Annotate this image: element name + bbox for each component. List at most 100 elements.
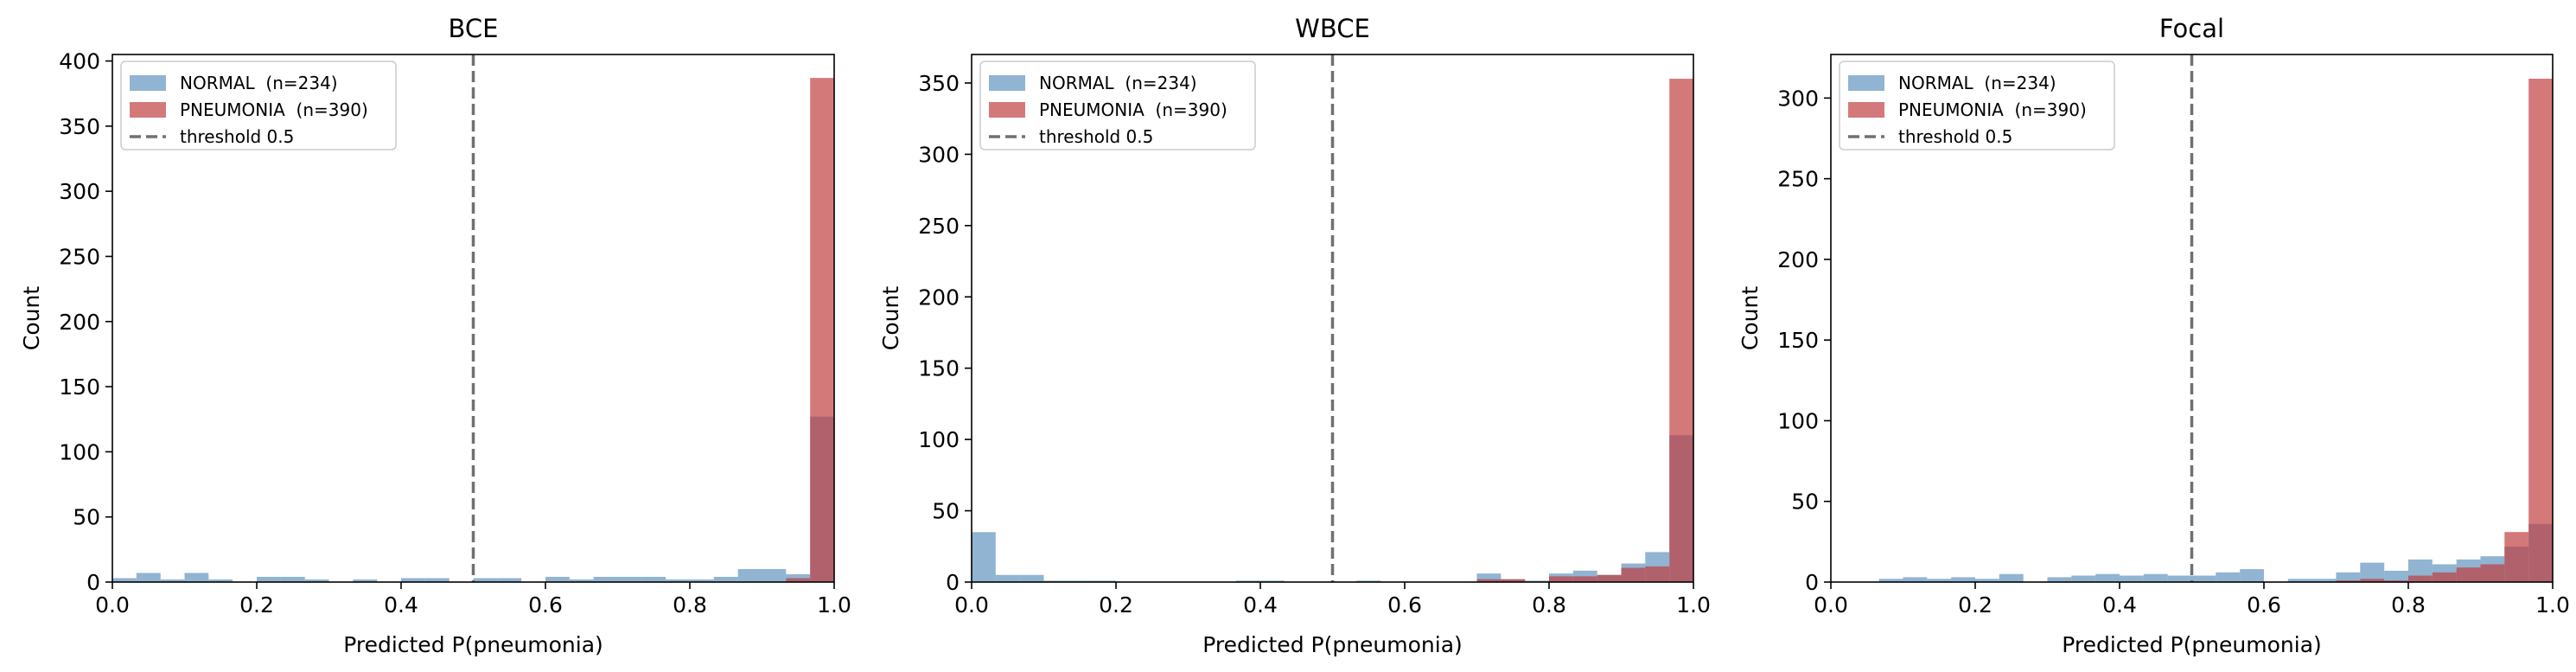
bar <box>2240 569 2264 582</box>
bar <box>473 578 498 582</box>
legend: NORMAL (n=234) PNEUMONIA (n=390) threshold… <box>1839 61 2115 150</box>
y-tick-label: 400 <box>59 49 100 74</box>
bar <box>972 532 996 582</box>
legend-box <box>120 61 397 150</box>
bar <box>1878 579 1903 582</box>
bar <box>1645 566 1670 582</box>
bar <box>257 576 281 582</box>
bar <box>2336 572 2361 582</box>
bar <box>401 578 425 582</box>
y-tick-label: 50 <box>73 505 100 530</box>
legend-label: NORMAL (n=234) <box>1039 73 1197 93</box>
x-tick-label: 0.0 <box>95 592 130 618</box>
y-tick-label: 150 <box>1777 328 1819 353</box>
y-axis-label: Count <box>1738 286 1763 350</box>
legend-swatch <box>130 102 166 118</box>
x-tick-label: 0.4 <box>384 592 418 618</box>
bar <box>810 78 834 583</box>
legend-swatch <box>989 75 1025 91</box>
chart-title: Focal <box>2159 14 2224 43</box>
bar <box>762 568 787 582</box>
bar <box>2071 575 2096 582</box>
legend-box <box>979 61 1256 150</box>
bar <box>2360 579 2385 582</box>
series-1 <box>2336 78 2553 583</box>
legend: NORMAL (n=234) PNEUMONIA (n=390) threshold… <box>979 61 1256 150</box>
x-tick-label: 0.2 <box>1958 592 1993 618</box>
bar <box>2384 570 2408 582</box>
bar <box>786 578 811 582</box>
y-tick-label: 150 <box>918 356 960 381</box>
y-axis-label: Count <box>878 286 903 350</box>
bar <box>1525 580 1549 582</box>
bar <box>2432 572 2457 582</box>
bar <box>2216 572 2241 582</box>
bar <box>497 578 522 582</box>
legend-box <box>1839 61 2115 150</box>
bar <box>593 576 618 582</box>
bar <box>641 576 666 582</box>
panel-0: 0.0 0.2 0.4 0.6 0.8 1.0 0 50 100 150 200 250 300 350 4… <box>19 14 851 657</box>
legend-swatch <box>989 102 1025 118</box>
bar <box>2504 532 2529 582</box>
legend-label: PNEUMONIA (n=390) <box>1039 99 1227 120</box>
bar <box>2336 580 2361 582</box>
legend-label: NORMAL (n=234) <box>1898 73 2056 93</box>
y-tick-label: 100 <box>59 439 100 464</box>
bar <box>786 573 811 582</box>
bar <box>713 576 738 582</box>
y-tick-label: 50 <box>1791 490 1819 515</box>
legend-label: PNEUMONIA (n=390) <box>180 99 368 120</box>
bar <box>1927 579 1952 582</box>
x-axis-label: Predicted P(pneumonia) <box>1202 632 1463 657</box>
legend-swatch <box>1848 75 1884 91</box>
axes-frame <box>971 54 1694 583</box>
bar <box>424 578 450 582</box>
x-tick-label: 1.0 <box>2535 592 2570 618</box>
bar <box>2287 579 2312 582</box>
x-tick-label: 0.6 <box>1387 592 1422 618</box>
x-tick-label: 0.8 <box>2391 592 2426 618</box>
y-tick-label: 150 <box>59 374 100 400</box>
bar <box>2528 78 2553 583</box>
bar <box>1951 577 1975 582</box>
y-tick-label: 50 <box>932 499 960 524</box>
legend: NORMAL (n=234) PNEUMONIA (n=390) threshold… <box>120 61 397 150</box>
x-tick-label: 0.0 <box>1814 592 1848 618</box>
y-tick-label: 0 <box>86 570 100 595</box>
x-tick-label: 0.8 <box>673 592 707 618</box>
axes-frame <box>1830 54 2554 583</box>
bar <box>353 579 378 582</box>
legend-label: threshold 0.5 <box>180 126 294 147</box>
bar <box>112 578 137 582</box>
x-tick-label: 0.6 <box>2247 592 2281 618</box>
y-tick-label: 300 <box>918 142 960 167</box>
y-tick-label: 350 <box>918 71 960 96</box>
bar <box>1019 574 1044 582</box>
x-tick-label: 1.0 <box>1676 592 1711 618</box>
x-tick-label: 0.4 <box>2102 592 2137 618</box>
bar <box>2143 573 2168 582</box>
bar <box>160 579 185 582</box>
bar <box>995 574 1020 582</box>
y-tick-label: 250 <box>918 214 960 239</box>
y-tick-label: 100 <box>1777 408 1819 433</box>
bar <box>1549 576 1573 582</box>
x-tick-label: 0.2 <box>239 592 274 618</box>
y-axis-label: Count <box>19 286 44 350</box>
legend-label: threshold 0.5 <box>1039 126 1153 147</box>
series-1 <box>786 78 834 583</box>
y-tick-label: 0 <box>1805 570 1819 595</box>
bar <box>2120 575 2144 582</box>
y-tick-label: 250 <box>1777 167 1819 192</box>
bar <box>1092 580 1116 582</box>
bar <box>1501 579 1526 582</box>
bar <box>1903 577 1928 582</box>
x-tick-label: 0.6 <box>528 592 563 618</box>
bar <box>1236 580 1260 582</box>
bar <box>1975 579 1999 582</box>
x-tick-label: 0.0 <box>954 592 989 618</box>
bar <box>666 579 690 582</box>
y-tick-label: 300 <box>59 179 100 204</box>
